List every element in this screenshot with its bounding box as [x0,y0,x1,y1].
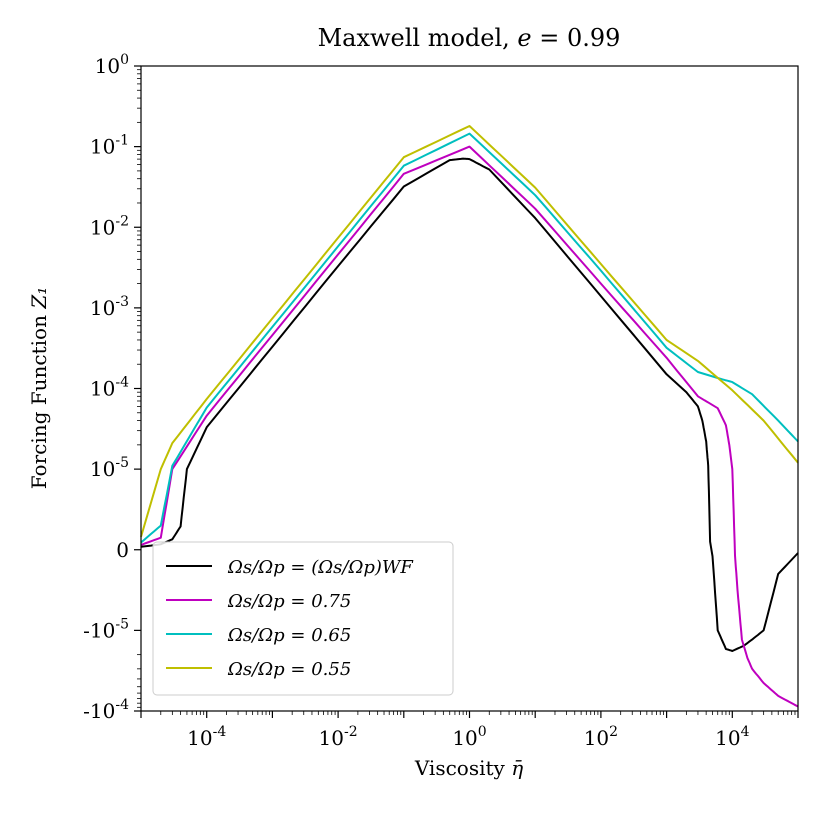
x-tick-label-2: 100 [452,724,486,750]
x-tick-label-4: 104 [715,724,749,750]
x-axis-label-symbol: η̄ [511,756,523,780]
y-axis-label: Forcing Function Z₁ [27,287,51,490]
legend-label-2: Ωs/Ωp = 0.65 [227,625,351,646]
y-tick-label-3: 10-3 [90,294,129,320]
y-tick-label-6: 0 [116,538,129,562]
x-tick-label-3-exponent: 2 [609,724,618,740]
y-tick-label-7-base: -10 [83,618,115,642]
x-tick-label-1: 10-2 [319,724,358,750]
y-tick-label-2: 10-2 [90,213,129,239]
x-tick-label-3-base: 10 [584,726,609,750]
title-var: e [517,24,531,52]
y-tick-label-8: -10-4 [83,697,129,723]
x-tick-label-2-exponent: 0 [478,724,487,740]
y-tick-label-4: 10-4 [90,375,129,401]
y-tick-label-1: 10-1 [90,133,129,159]
y-axis-label-text: Forcing Function [27,309,51,490]
y-tick-label-0-exponent: 0 [120,52,129,68]
x-tick-label-0: 10-4 [187,724,226,750]
series-line-0 [140,157,799,652]
x-tick-label-3: 102 [584,724,618,750]
series-line-2 [140,132,799,544]
y-tick-label-6-base: 0 [116,538,129,562]
y-tick-label-0-base: 10 [95,54,120,78]
x-axis-label-text: Viscosity [414,756,511,780]
y-tick-label-8-exponent: -4 [115,697,129,713]
y-tick-label-1-base: 10 [90,135,115,159]
chart-title: Maxwell model, e = 0.99 [318,24,621,52]
y-tick-label-5-exponent: -5 [115,455,129,471]
series-layer [140,125,799,708]
legend-label-1: Ωs/Ωp = 0.75 [227,591,351,612]
series-line-1 [140,145,799,708]
x-tick-label-4-base: 10 [715,726,740,750]
y-tick-label-8-base: -10 [83,699,115,723]
y-tick-label-2-base: 10 [90,215,115,239]
x-tick-label-1-exponent: -2 [344,724,358,740]
legend: Ωs/Ωp = (Ωs/Ωp)WF Ωs/Ωp = 0.75 Ωs/Ωp = 0.6… [152,541,454,696]
y-tick-label-1-exponent: -1 [115,133,129,149]
y-tick-label-5-base: 10 [90,457,115,481]
y-tick-label-7-exponent: -5 [115,616,129,632]
y-tick-label-2-exponent: -2 [115,213,129,229]
x-ticks: 10-4 10-2 100 102 104 [140,711,799,750]
y-tick-label-7: -10-5 [83,616,129,642]
x-tick-label-0-base: 10 [187,726,212,750]
y-axis-label-symbol: Z₁ [27,287,51,310]
title-suffix: = 0.99 [532,24,621,52]
series-line-3 [140,125,799,538]
y-tick-label-0: 100 [95,52,129,78]
title-prefix: Maxwell model, [318,24,518,52]
x-tick-label-4-exponent: 4 [741,724,750,740]
legend-label-3: Ωs/Ωp = 0.55 [227,659,351,680]
legend-label-0: Ωs/Ωp = (Ωs/Ωp)WF [227,557,414,578]
y-tick-label-4-base: 10 [90,377,115,401]
x-tick-label-0-exponent: -4 [213,724,227,740]
legend-box [152,541,454,696]
y-tick-label-3-base: 10 [90,296,115,320]
x-axis-label: Viscosity η̄ [414,756,523,780]
y-tick-label-4-exponent: -4 [115,375,129,391]
y-tick-label-3-exponent: -3 [115,294,129,310]
x-tick-label-2-base: 10 [452,726,477,750]
y-tick-label-5: 10-5 [90,455,129,481]
x-tick-label-1-base: 10 [319,726,344,750]
